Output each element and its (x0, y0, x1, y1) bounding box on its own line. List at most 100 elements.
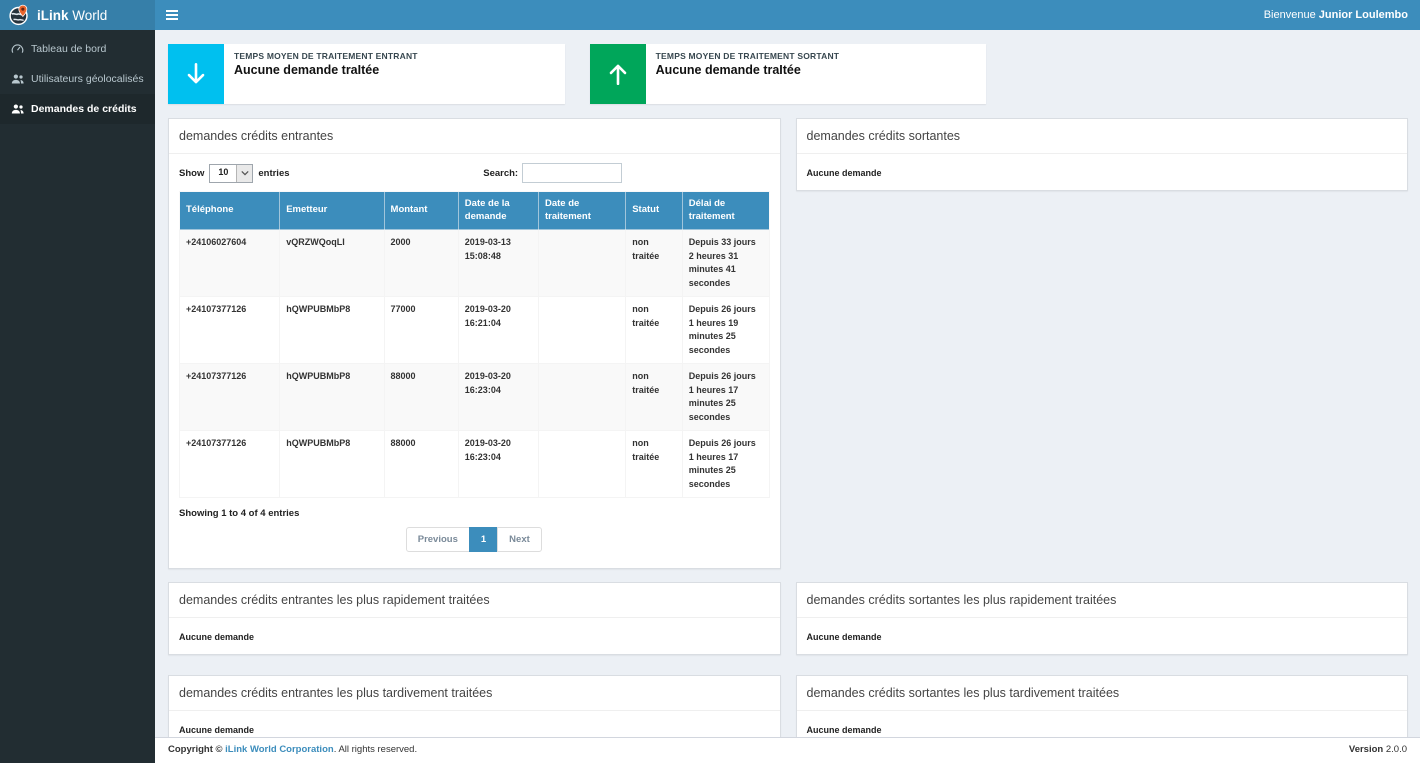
table-cell: non traitée (625, 430, 683, 498)
table-cell: 88000 (383, 363, 459, 431)
table-cell (537, 430, 627, 498)
panel-entrantes-tardives: demandes crédits entrantes les plus tard… (168, 675, 781, 737)
column-header-statut[interactable]: Statut (625, 191, 683, 230)
panel-body: Aucune demande (797, 154, 1408, 190)
column-header-montant[interactable]: Montant (383, 191, 459, 230)
sidebar-toggle-button[interactable] (155, 0, 188, 30)
panel-title: demandes crédits sortantes les plus rapi… (806, 593, 1117, 607)
panel-row-tardives: demandes crédits entrantes les plus tard… (168, 675, 1408, 737)
empty-message: Aucune demande (806, 632, 882, 642)
sidebar-menu: Tableau de bord Utilisateurs géolocalisé… (0, 30, 155, 124)
panel-header: demandes crédits sortantes les plus tard… (796, 676, 1407, 711)
credit-table-body: +24106027604 vQRZWQoqLI 2000 2019-03-13 15:… (178, 229, 770, 498)
empty-column (1011, 44, 1408, 104)
empty-message: Aucune demande (806, 168, 882, 178)
table-cell: non traitée (625, 229, 683, 297)
table-cell: 2019-03-20 16:21:04 (457, 296, 539, 364)
panel-header: demandes crédits entrantes les plus rapi… (169, 583, 780, 618)
pagination-previous-button[interactable]: Previous (405, 527, 470, 552)
column-header-telephone[interactable]: Téléphone (178, 191, 281, 230)
column-header-date-traitement[interactable]: Date de traitement (537, 191, 627, 230)
panel-demandes-sortantes: demandes crédits sortantes Aucune demand… (795, 118, 1408, 191)
panel-row-rapides: demandes crédits entrantes les plus rapi… (168, 582, 1408, 655)
table-cell: hQWPUBMbP8 (279, 296, 385, 364)
table-cell: 2019-03-20 16:23:04 (457, 430, 539, 498)
datatable-controls: Show 10 entries Search: (169, 154, 780, 191)
datatable-filter: Search: (474, 163, 769, 183)
dashboard-icon (11, 43, 24, 55)
copyright-text: Copyright © iLink World Corporation. All… (168, 744, 418, 755)
table-cell: non traitée (625, 296, 683, 364)
page-length-select[interactable]: 10 (209, 163, 254, 183)
table-cell: +24107377126 (178, 430, 281, 498)
panel-body: Aucune demande (169, 711, 780, 737)
info-box-label: TEMPS MOYEN DE TRAITEMENT SORTANT (655, 51, 840, 61)
panel-title: demandes crédits entrantes les plus tard… (179, 686, 493, 700)
arrow-up-icon (589, 44, 646, 104)
info-box-entrant: TEMPS MOYEN DE TRAITEMENT ENTRANT Aucune… (168, 44, 565, 104)
info-box-value: Aucune demande traItée (655, 63, 801, 77)
sidebar-item-label: Utilisateurs géolocalisés (31, 73, 144, 85)
panel-demandes-entrantes: demandes crédits entrantes Show 10 en (168, 118, 781, 569)
sidebar-item-demandes-de-credits[interactable]: Demandes de crédits (0, 94, 155, 124)
table-row: +24106027604 vQRZWQoqLI 2000 2019-03-13 15:… (178, 229, 770, 297)
panel-entrantes-rapides: demandes crédits entrantes les plus rapi… (168, 582, 781, 655)
table-cell: non traitée (625, 363, 683, 431)
panel-title: demandes crédits entrantes les plus rapi… (179, 593, 490, 607)
page-footer: Copyright © iLink World Corporation. All… (155, 737, 1420, 763)
page-content: TEMPS MOYEN DE TRAITEMENT ENTRANT Aucune… (155, 30, 1420, 737)
panel-header: demandes crédits sortantes (796, 119, 1407, 154)
table-cell: hQWPUBMbP8 (279, 430, 385, 498)
table-cell: 88000 (383, 430, 459, 498)
table-cell: +24106027604 (178, 229, 281, 297)
table-cell (537, 296, 627, 364)
info-box-sortant: TEMPS MOYEN DE TRAITEMENT SORTANT Aucune… (589, 44, 987, 104)
table-row: +24107377126 hQWPUBMbP8 88000 2019-03-20 16… (178, 430, 770, 498)
main-area: Bienvenue Junior Loulembo TEMPS MOYEN DE… (155, 0, 1420, 763)
panel-title: demandes crédits entrantes (179, 129, 334, 143)
hamburger-icon (165, 8, 178, 22)
search-input[interactable] (522, 163, 623, 183)
table-cell: +24107377126 (178, 296, 281, 364)
table-cell: 2019-03-20 16:23:04 (457, 363, 539, 431)
sidebar-item-label: Tableau de bord (31, 43, 107, 55)
brand-logo[interactable]: iLink World (0, 0, 155, 30)
info-box-label: TEMPS MOYEN DE TRAITEMENT ENTRANT (234, 51, 418, 61)
version-text: Version 2.0.0 (1348, 744, 1407, 755)
entries-label: entries (258, 167, 290, 179)
arrow-down-icon (168, 44, 224, 104)
column-header-delai[interactable]: Délai de traitement (681, 191, 770, 230)
info-box-row: TEMPS MOYEN DE TRAITEMENT ENTRANT Aucune… (168, 44, 1408, 104)
sidebar-item-tableau-de-bord[interactable]: Tableau de bord (0, 34, 155, 64)
info-box-content: TEMPS MOYEN DE TRAITEMENT SORTANT Aucune… (646, 44, 850, 104)
table-cell: vQRZWQoqLI (279, 229, 385, 297)
pagination-next-button[interactable]: Next (497, 527, 542, 552)
user-name: Junior Loulembo (1318, 9, 1408, 21)
panel-title: demandes crédits sortantes (806, 129, 961, 143)
info-box-value: Aucune demande traItée (234, 63, 380, 77)
table-cell: +24107377126 (178, 363, 281, 431)
panel-sortantes-tardives: demandes crédits sortantes les plus tard… (795, 675, 1408, 737)
table-cell: Depuis 26 jours 1 heures 19 minutes 25 s… (681, 296, 770, 364)
table-wrapper: Téléphone Emetteur Montant Date de la de… (169, 191, 780, 498)
panel-row-main: demandes crédits entrantes Show 10 en (168, 118, 1408, 569)
table-cell: 2000 (383, 229, 459, 297)
show-label: Show (179, 167, 205, 179)
table-cell: hQWPUBMbP8 (279, 363, 385, 431)
table-cell (537, 229, 627, 297)
sidebar-item-utilisateurs-geolocalises[interactable]: Utilisateurs géolocalisés (0, 64, 155, 94)
pagination-page-1-button[interactable]: 1 (468, 527, 499, 552)
pagination: Previous 1 Next (169, 519, 780, 568)
panel-sortantes-rapides: demandes crédits sortantes les plus rapi… (795, 582, 1408, 655)
column-header-date-demande[interactable]: Date de la demande (457, 191, 539, 230)
company-link[interactable]: iLink World Corporation (225, 744, 334, 755)
column-header-emetteur[interactable]: Emetteur (279, 191, 385, 230)
top-navbar: Bienvenue Junior Loulembo (155, 0, 1420, 30)
empty-message: Aucune demande (806, 725, 882, 735)
table-cell: Depuis 26 jours 1 heures 17 minutes 25 s… (681, 363, 770, 431)
brand-name: iLink World (37, 7, 108, 23)
search-label: Search: (483, 167, 519, 179)
panel-header: demandes crédits sortantes les plus rapi… (796, 583, 1407, 618)
globe-pin-logo-icon (8, 4, 30, 26)
